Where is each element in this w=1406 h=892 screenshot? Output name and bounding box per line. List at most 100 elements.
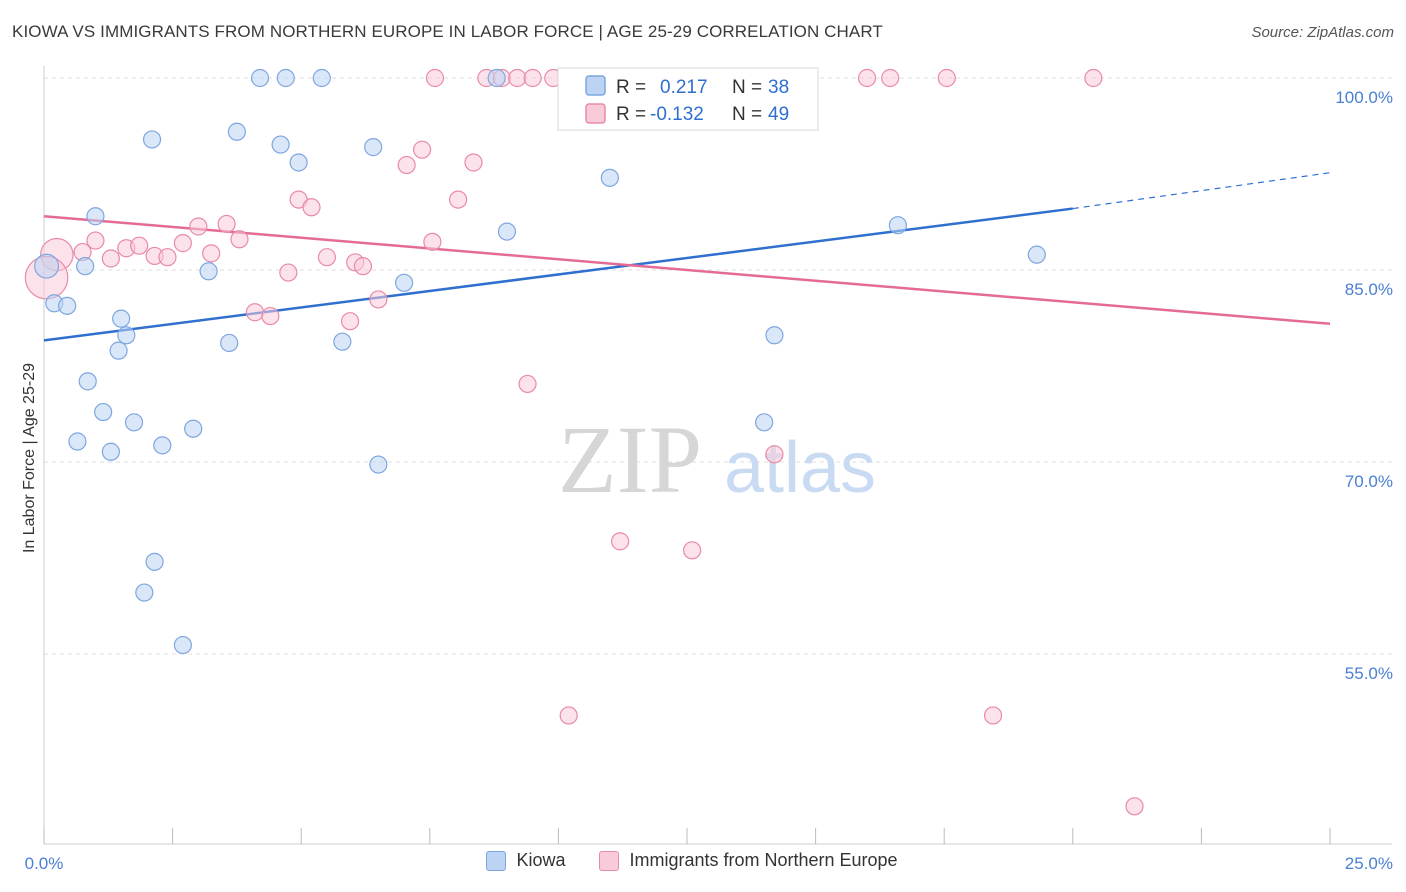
legend-n-label-1: N = bbox=[732, 77, 762, 98]
legend-swatch-blue bbox=[486, 850, 507, 871]
legend-swatch-pink bbox=[599, 850, 620, 871]
legend-r-value-2: -0.132 bbox=[650, 104, 704, 125]
data-point-immigrants bbox=[158, 248, 177, 267]
data-point-immigrants bbox=[173, 234, 192, 253]
data-point-kiowa bbox=[76, 257, 95, 276]
trend-line-kiowa-projection bbox=[1072, 172, 1331, 210]
y-tick-label: 55.0% bbox=[1345, 664, 1393, 683]
data-point-kiowa bbox=[765, 326, 784, 345]
data-point-immigrants bbox=[302, 198, 321, 217]
data-point-kiowa bbox=[173, 635, 192, 655]
data-point-kiowa bbox=[109, 341, 128, 360]
data-point-kiowa bbox=[112, 309, 131, 328]
data-point-kiowa bbox=[145, 552, 164, 571]
legend-n-value-2: 49 bbox=[768, 104, 789, 125]
series-legend: Kiowa Immigrants from Northern Europe bbox=[0, 850, 1406, 871]
data-point-immigrants bbox=[1125, 797, 1144, 816]
data-point-kiowa bbox=[369, 455, 388, 474]
data-point-immigrants bbox=[983, 706, 1003, 725]
data-point-kiowa bbox=[312, 68, 331, 88]
legend-r-label-2: R = bbox=[616, 104, 646, 125]
data-point-kiowa bbox=[184, 419, 203, 438]
data-point-immigrants bbox=[523, 68, 542, 88]
trend-line-immigrants bbox=[43, 214, 1331, 326]
data-point-kiowa bbox=[276, 68, 295, 88]
data-point-kiowa bbox=[364, 138, 383, 157]
data-point-kiowa bbox=[86, 207, 105, 226]
axes: 100.0% 85.0% 70.0% 55.0% 0.0% 25.0% bbox=[25, 66, 1393, 873]
data-point-immigrants bbox=[1084, 68, 1103, 88]
data-point-kiowa bbox=[124, 413, 144, 432]
data-point-kiowa bbox=[497, 222, 517, 241]
data-point-kiowa bbox=[487, 68, 506, 88]
y-tick-label: 100.0% bbox=[1335, 88, 1393, 107]
data-point-immigrants bbox=[683, 541, 702, 560]
legend-item-kiowa: Kiowa bbox=[486, 850, 565, 871]
trend-lines bbox=[43, 172, 1331, 342]
data-point-immigrants bbox=[317, 248, 337, 267]
y-tick-label: 70.0% bbox=[1345, 472, 1393, 491]
x-tick-label: 25.0% bbox=[1345, 854, 1393, 873]
data-point-immigrants bbox=[765, 445, 784, 464]
data-point-kiowa bbox=[58, 296, 77, 315]
data-point-immigrants bbox=[397, 155, 416, 175]
data-point-kiowa bbox=[250, 68, 270, 88]
data-point-kiowa bbox=[94, 402, 113, 422]
legend-r-value-1: 0.217 bbox=[660, 77, 708, 98]
data-point-kiowa bbox=[600, 168, 619, 187]
data-point-kiowa bbox=[394, 273, 414, 292]
grid-lines bbox=[44, 77, 1392, 655]
data-point-immigrants bbox=[857, 68, 877, 88]
data-point-kiowa bbox=[153, 436, 172, 455]
data-point-kiowa bbox=[101, 442, 120, 461]
data-point-kiowa bbox=[34, 253, 60, 279]
chart-title: KIOWA VS IMMIGRANTS FROM NORTHERN EUROPE… bbox=[12, 22, 883, 41]
data-point-kiowa bbox=[78, 372, 97, 391]
data-point-immigrants bbox=[611, 532, 630, 551]
data-point-kiowa bbox=[142, 130, 162, 149]
data-point-kiowa bbox=[220, 333, 239, 353]
data-point-immigrants bbox=[202, 244, 221, 263]
stats-legend: R = 0.217 N = 38 R = -0.132 N = 49 bbox=[557, 67, 819, 131]
data-point-immigrants bbox=[217, 214, 236, 234]
legend-n-value-1: 38 bbox=[768, 77, 789, 98]
data-point-immigrants bbox=[86, 231, 105, 250]
data-point-kiowa bbox=[227, 122, 246, 141]
watermark: ZIP atlas bbox=[558, 406, 876, 513]
data-point-immigrants bbox=[423, 232, 442, 251]
data-point-immigrants bbox=[353, 257, 373, 276]
data-point-kiowa bbox=[333, 332, 352, 351]
data-point-immigrants bbox=[881, 68, 900, 88]
y-axis-title: In Labor Force | Age 25-29 bbox=[21, 363, 38, 553]
points-kiowa bbox=[34, 68, 1046, 655]
data-point-kiowa bbox=[289, 153, 308, 172]
legend-label-kiowa: Kiowa bbox=[516, 850, 566, 870]
data-point-kiowa bbox=[135, 583, 154, 602]
data-point-immigrants bbox=[937, 68, 956, 88]
data-point-kiowa bbox=[271, 135, 290, 154]
data-point-immigrants bbox=[101, 249, 120, 268]
data-point-kiowa bbox=[1027, 245, 1046, 264]
data-point-immigrants bbox=[261, 306, 280, 326]
legend-r-label-1: R = bbox=[616, 77, 646, 98]
data-point-kiowa bbox=[68, 432, 87, 451]
legend-label-immigrants: Immigrants from Northern Europe bbox=[629, 850, 898, 870]
data-point-immigrants bbox=[130, 236, 149, 255]
legend-item-immigrants: Immigrants from Northern Europe bbox=[599, 850, 898, 871]
data-point-kiowa bbox=[755, 413, 774, 432]
data-point-immigrants bbox=[245, 303, 265, 322]
watermark-zip: ZIP bbox=[558, 406, 702, 513]
data-point-immigrants bbox=[448, 190, 468, 209]
data-point-immigrants bbox=[189, 217, 208, 236]
x-tick-label: 0.0% bbox=[25, 854, 64, 873]
data-point-immigrants bbox=[340, 312, 360, 331]
legend-swatch-immigrants bbox=[585, 103, 606, 124]
data-point-immigrants bbox=[369, 290, 388, 309]
data-point-immigrants bbox=[230, 230, 249, 249]
data-point-immigrants bbox=[412, 140, 432, 159]
legend-n-label-2: N = bbox=[732, 104, 762, 125]
y-tick-label: 85.0% bbox=[1345, 280, 1393, 299]
data-point-immigrants bbox=[559, 706, 578, 725]
data-point-kiowa bbox=[117, 326, 136, 345]
